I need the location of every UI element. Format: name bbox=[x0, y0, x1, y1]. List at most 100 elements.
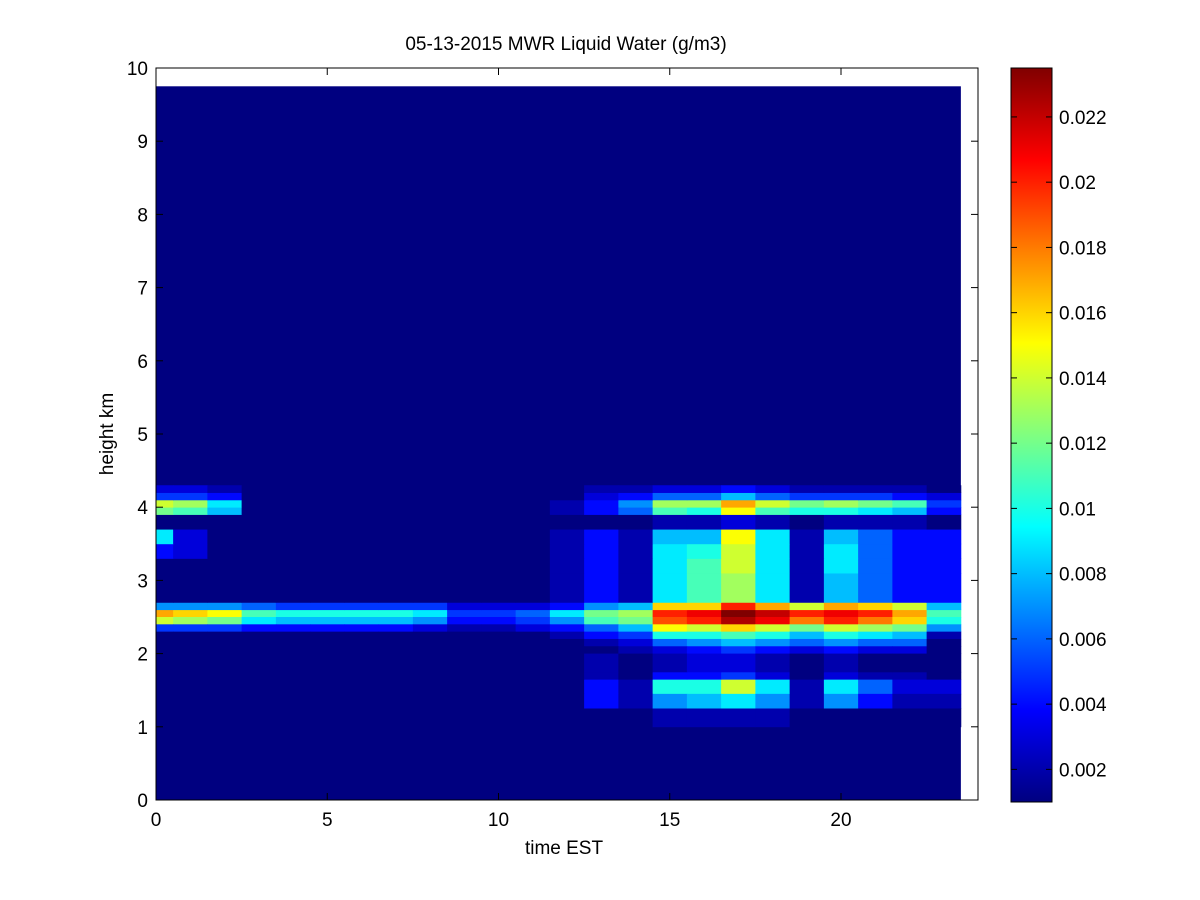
heatmap-cell bbox=[481, 679, 517, 695]
colorbar: 0.002 0.004 0.006 0.008 0.01 0.012 0.014 0.016 0… bbox=[1010, 67, 1107, 803]
heatmap-cell bbox=[310, 624, 345, 633]
heatmap-cell bbox=[892, 558, 928, 574]
heatmap-cell bbox=[156, 499, 174, 508]
heatmap-cell bbox=[207, 514, 243, 530]
colorbar-tick-label: 0.004 bbox=[1059, 695, 1107, 716]
heatmap-cell bbox=[207, 507, 243, 515]
heatmap-cell bbox=[481, 617, 517, 625]
heatmap-cell bbox=[652, 631, 688, 640]
heatmap-cell bbox=[584, 671, 619, 680]
colorbar-tick-label: 0.008 bbox=[1059, 565, 1107, 586]
heatmap-cell bbox=[156, 679, 174, 695]
heatmap-cell bbox=[207, 529, 243, 545]
heatmap-cell bbox=[549, 609, 585, 618]
heatmap-cell bbox=[207, 573, 243, 603]
heatmap-cell bbox=[584, 638, 619, 647]
heatmap-cell bbox=[156, 543, 174, 559]
heatmap-cell bbox=[755, 573, 791, 603]
heatmap-cell bbox=[618, 646, 654, 654]
heatmap-cell bbox=[892, 492, 928, 501]
heatmap-cell bbox=[275, 514, 311, 530]
heatmap-cell bbox=[721, 514, 756, 530]
heatmap-cell bbox=[173, 573, 208, 603]
heatmap-cell bbox=[241, 609, 277, 618]
heatmap-cell bbox=[618, 573, 654, 603]
heatmap-cell bbox=[447, 671, 482, 680]
heatmap-cell bbox=[755, 708, 791, 728]
heatmap-cell bbox=[584, 708, 619, 728]
heatmap-cell bbox=[447, 492, 482, 501]
heatmap-cell bbox=[447, 485, 482, 493]
heatmap-cell bbox=[344, 485, 380, 493]
colorbar-gradient bbox=[1011, 68, 1052, 802]
heatmap-cell bbox=[412, 492, 448, 501]
heatmap-cell bbox=[173, 602, 208, 611]
heatmap-cell bbox=[156, 631, 174, 640]
heatmap-cell bbox=[618, 609, 654, 618]
heatmap-cell bbox=[481, 638, 517, 647]
heatmap-cell bbox=[652, 507, 688, 515]
heatmap-cell bbox=[275, 646, 311, 654]
heatmap-cell bbox=[823, 507, 859, 515]
heatmap-cell bbox=[686, 543, 722, 559]
heatmap-cell bbox=[858, 671, 893, 680]
heatmap-cell bbox=[515, 609, 551, 618]
heatmap-cell bbox=[275, 485, 311, 493]
heatmap-cell bbox=[858, 602, 893, 611]
heatmap-cell bbox=[652, 514, 688, 530]
heatmap-cell bbox=[789, 624, 825, 633]
heatmap-cell bbox=[652, 543, 688, 559]
heatmap-cell bbox=[344, 573, 380, 603]
heatmap-cell bbox=[823, 485, 859, 493]
heatmap-cell bbox=[618, 558, 654, 574]
heatmap-cell bbox=[241, 529, 277, 545]
heatmap-cell bbox=[447, 624, 482, 633]
x-tick-label: 15 bbox=[659, 810, 680, 831]
heatmap-cell bbox=[686, 558, 722, 574]
heatmap-cell bbox=[721, 638, 756, 647]
heatmap-cell bbox=[549, 529, 585, 545]
heatmap-cell bbox=[378, 529, 414, 545]
heatmap-cell bbox=[823, 631, 859, 640]
heatmap-cell bbox=[241, 602, 277, 611]
heatmap-cell bbox=[378, 485, 414, 493]
heatmap-cell bbox=[755, 507, 791, 515]
colorbar-tick-label: 0.022 bbox=[1059, 108, 1107, 129]
heatmap-cell bbox=[275, 543, 311, 559]
heatmap-cell bbox=[515, 693, 551, 709]
heatmap-cell bbox=[241, 646, 277, 654]
heatmap-cell bbox=[721, 492, 756, 501]
heatmap-cell bbox=[156, 602, 174, 611]
heatmap-cell bbox=[207, 624, 243, 633]
heatmap-cell bbox=[858, 492, 893, 501]
heatmap-cell bbox=[412, 499, 448, 508]
heatmap-cell bbox=[481, 529, 517, 545]
heatmap-cell bbox=[412, 631, 448, 640]
heatmap-cell bbox=[926, 708, 962, 728]
heatmap-cell bbox=[275, 624, 311, 633]
heatmap-cell bbox=[173, 543, 208, 559]
heatmap-cell bbox=[156, 653, 174, 673]
heatmap-cell bbox=[549, 679, 585, 695]
heatmap-cell bbox=[156, 693, 174, 709]
heatmap-cell bbox=[823, 609, 859, 618]
heatmap-cell bbox=[618, 499, 654, 508]
heatmap-cell bbox=[652, 602, 688, 611]
heatmap-cell bbox=[310, 492, 345, 501]
y-axis-ticks: 0 1 2 3 4 5 6 7 8 9 10 bbox=[127, 59, 978, 812]
heatmap-cell bbox=[892, 708, 928, 728]
heatmap-cell bbox=[275, 708, 311, 728]
heatmap-cell bbox=[515, 679, 551, 695]
heatmap-cell bbox=[721, 558, 756, 574]
heatmap-cell bbox=[447, 558, 482, 574]
heatmap-cell bbox=[412, 693, 448, 709]
heatmap-cell bbox=[618, 492, 654, 501]
heatmap-cell bbox=[515, 529, 551, 545]
heatmap-cell bbox=[926, 573, 962, 603]
heatmap-cell bbox=[241, 631, 277, 640]
heatmap-cell bbox=[823, 638, 859, 647]
heatmap-cell bbox=[823, 679, 859, 695]
heatmap-cell bbox=[584, 573, 619, 603]
x-tick-label: 5 bbox=[322, 810, 333, 831]
heatmap-cell bbox=[310, 543, 345, 559]
